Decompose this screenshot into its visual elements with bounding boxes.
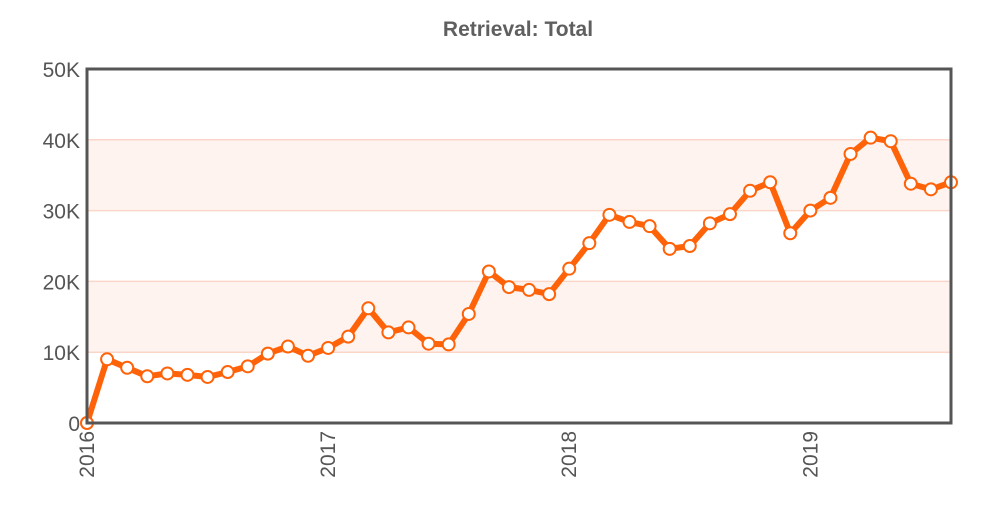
grid-band — [87, 139, 951, 211]
data-point — [702, 216, 717, 231]
y-tick-label: 20K — [43, 271, 80, 294]
data-point — [562, 261, 577, 276]
data-point — [743, 183, 758, 198]
data-point — [722, 207, 737, 222]
data-point — [602, 207, 617, 222]
x-tick-label: 2018 — [558, 431, 581, 478]
x-tick-label: 2016 — [76, 431, 99, 478]
data-point — [200, 369, 215, 384]
data-point — [100, 352, 115, 367]
data-point — [220, 365, 235, 380]
plot-frame — [85, 67, 953, 425]
data-point — [642, 219, 657, 234]
data-point — [501, 280, 516, 295]
y-tick-label: 30K — [43, 201, 80, 224]
data-point — [361, 301, 376, 316]
data-points — [80, 130, 959, 430]
y-axis-ticks: 0 10K 20K 30K 40K 50K — [43, 59, 80, 436]
data-point — [481, 264, 496, 279]
chart-title: Retrieval: Total — [442, 18, 594, 41]
data-point — [883, 134, 898, 149]
data-point — [441, 337, 456, 352]
data-point — [843, 146, 858, 161]
data-point — [542, 287, 557, 302]
data-point — [180, 367, 195, 382]
x-tick-label: 2019 — [799, 431, 822, 478]
grid-bands — [87, 139, 951, 353]
data-point — [622, 214, 637, 229]
data-point — [903, 176, 918, 191]
data-point — [763, 175, 778, 190]
data-point — [682, 239, 697, 253]
data-point — [120, 360, 135, 375]
x-tick-label: 2017 — [317, 431, 340, 478]
x-axis-ticks: 2016 2017 2018 2019 — [76, 431, 822, 478]
data-point — [140, 369, 155, 384]
data-point — [662, 241, 677, 256]
data-point — [301, 348, 316, 363]
grid-band — [87, 281, 951, 353]
data-point — [341, 329, 356, 344]
data-point — [260, 346, 275, 361]
data-point — [783, 226, 798, 241]
data-point — [923, 182, 938, 197]
data-point — [803, 203, 818, 218]
data-point — [823, 190, 838, 205]
data-point — [321, 340, 336, 355]
y-tick-label: 40K — [43, 130, 80, 153]
data-point — [461, 306, 476, 321]
data-point — [401, 320, 416, 335]
data-point — [280, 339, 295, 354]
data-point — [240, 359, 255, 374]
data-point — [160, 366, 175, 381]
data-point — [381, 325, 396, 340]
data-point — [863, 130, 878, 145]
y-tick-label: 10K — [43, 342, 80, 365]
data-point — [522, 282, 537, 297]
y-tick-label: 50K — [43, 59, 80, 82]
data-point — [421, 336, 436, 351]
y-tick-label: 0 — [68, 413, 80, 436]
data-point — [582, 236, 597, 251]
